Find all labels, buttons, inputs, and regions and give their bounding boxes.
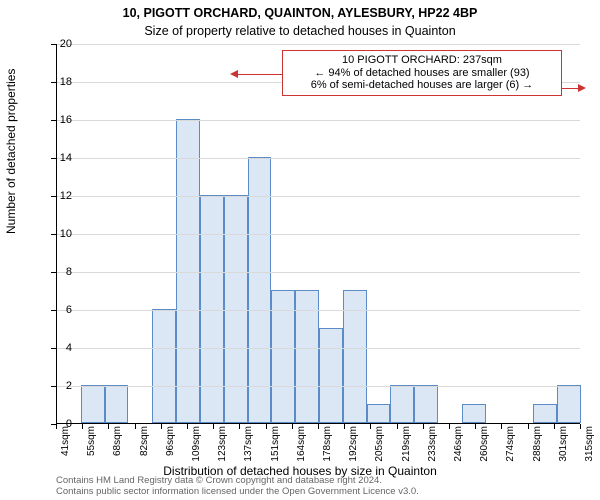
x-tick-label: 55sqm — [86, 426, 97, 466]
x-tick — [135, 424, 136, 429]
x-tick-label: 96sqm — [165, 426, 176, 466]
y-tick — [51, 44, 56, 45]
y-axis-title: Number of detached properties — [4, 69, 18, 234]
gridline — [57, 158, 580, 159]
x-tick — [187, 424, 188, 429]
x-tick — [161, 424, 162, 429]
footer-line: Contains public sector information licen… — [56, 487, 580, 498]
x-tick-label: 205sqm — [374, 426, 385, 466]
x-tick — [239, 424, 240, 429]
gridline — [57, 386, 580, 387]
y-tick — [51, 82, 56, 83]
x-tick — [370, 424, 371, 429]
x-tick-label: 137sqm — [243, 426, 254, 466]
x-tick — [528, 424, 529, 429]
y-tick — [51, 272, 56, 273]
x-tick — [475, 424, 476, 429]
x-tick-label: 288sqm — [532, 426, 543, 466]
histogram-bar — [176, 119, 200, 423]
x-tick — [108, 424, 109, 429]
y-tick — [51, 196, 56, 197]
gridline — [57, 272, 580, 273]
x-tick — [344, 424, 345, 429]
gridline — [57, 120, 580, 121]
x-tick-label: 82sqm — [139, 426, 150, 466]
x-tick — [423, 424, 424, 429]
annotation-arrow-left-head — [230, 70, 238, 78]
x-tick-label: 178sqm — [322, 426, 333, 466]
x-tick-label: 109sqm — [191, 426, 202, 466]
x-tick-label: 246sqm — [453, 426, 464, 466]
annotation-line: ← 94% of detached houses are smaller (93… — [289, 67, 555, 80]
plot-area — [56, 44, 580, 424]
histogram-bar — [557, 385, 581, 423]
x-tick — [266, 424, 267, 429]
gridline — [57, 310, 580, 311]
x-tick-label: 260sqm — [479, 426, 490, 466]
x-tick-label: 219sqm — [401, 426, 412, 466]
x-tick-label: 274sqm — [505, 426, 516, 466]
x-tick — [449, 424, 450, 429]
chart-title-line2: Size of property relative to detached ho… — [0, 24, 600, 38]
x-tick — [501, 424, 502, 429]
x-tick-label: 68sqm — [112, 426, 123, 466]
annotation-line: 6% of semi-detached houses are larger (6… — [289, 79, 555, 92]
x-tick-label: 233sqm — [427, 426, 438, 466]
x-tick — [82, 424, 83, 429]
histogram-bar — [533, 404, 557, 423]
annotation-arrow-right — [562, 88, 578, 89]
histogram-bar — [224, 195, 248, 423]
y-tick — [51, 386, 56, 387]
x-tick-label: 301sqm — [558, 426, 569, 466]
histogram-bar — [319, 328, 343, 423]
x-tick-label: 151sqm — [270, 426, 281, 466]
histogram-bar — [81, 385, 105, 423]
x-tick-label: 192sqm — [348, 426, 359, 466]
x-tick — [292, 424, 293, 429]
histogram-bar — [414, 385, 438, 423]
annotation-box: 10 PIGOTT ORCHARD: 237sqm ← 94% of detac… — [282, 50, 562, 96]
x-tick — [397, 424, 398, 429]
x-tick — [580, 424, 581, 429]
x-tick-label: 164sqm — [296, 426, 307, 466]
footer-attribution: Contains HM Land Registry data © Crown c… — [56, 476, 580, 498]
histogram-bar — [200, 195, 224, 423]
annotation-arrow-left — [238, 74, 282, 75]
x-tick — [318, 424, 319, 429]
x-tick — [56, 424, 57, 429]
y-tick — [51, 158, 56, 159]
gridline — [57, 234, 580, 235]
gridline — [57, 196, 580, 197]
x-tick-label: 123sqm — [217, 426, 228, 466]
histogram-bar — [390, 385, 414, 423]
x-tick-label: 315sqm — [584, 426, 595, 466]
histogram-bar — [105, 385, 129, 423]
y-tick — [51, 120, 56, 121]
gridline — [57, 348, 580, 349]
x-tick-label: 41sqm — [60, 426, 71, 466]
y-tick — [51, 234, 56, 235]
y-tick — [51, 348, 56, 349]
histogram-bar — [367, 404, 391, 423]
histogram-bar — [462, 404, 486, 423]
annotation-arrow-right-head — [578, 84, 586, 92]
chart-container: 10, PIGOTT ORCHARD, QUAINTON, AYLESBURY,… — [0, 0, 600, 500]
gridline — [57, 44, 580, 45]
histogram-bar — [152, 309, 176, 423]
chart-title-line1: 10, PIGOTT ORCHARD, QUAINTON, AYLESBURY,… — [0, 6, 600, 20]
x-tick — [554, 424, 555, 429]
y-tick — [51, 310, 56, 311]
annotation-line: 10 PIGOTT ORCHARD: 237sqm — [289, 54, 555, 67]
x-tick — [213, 424, 214, 429]
